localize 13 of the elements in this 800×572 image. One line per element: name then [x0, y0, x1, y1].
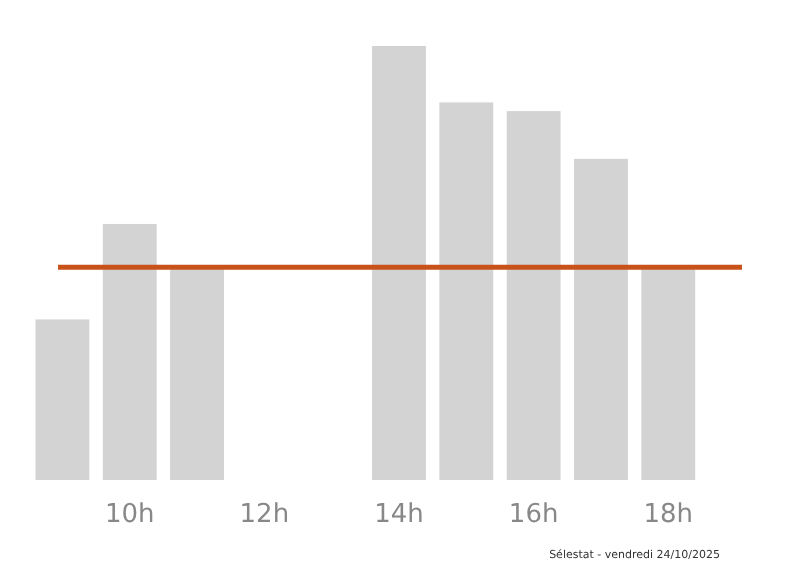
bar	[506, 111, 561, 480]
x-tick-label: 16h	[508, 500, 559, 530]
x-tick-label: 12h	[239, 500, 290, 530]
bar	[574, 158, 628, 480]
bar	[439, 102, 494, 480]
bar	[35, 319, 90, 480]
bar	[102, 223, 157, 480]
bar	[641, 267, 696, 480]
x-tick-label: 14h	[374, 500, 424, 530]
bar	[170, 267, 224, 480]
bar	[372, 46, 426, 480]
x-tick-label: 18h	[643, 500, 694, 530]
x-tick-label: 10h	[104, 500, 155, 530]
